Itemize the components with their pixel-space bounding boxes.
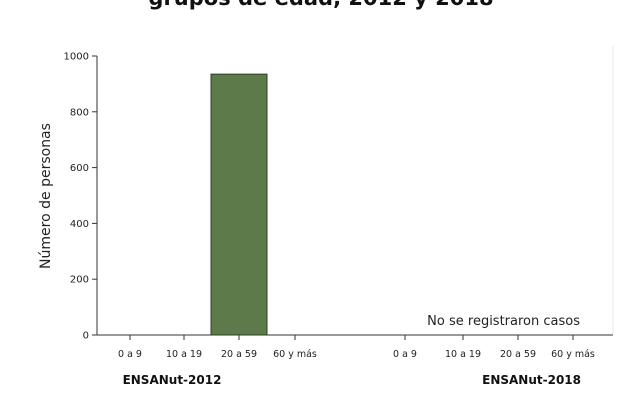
x-category-label: 20 a 59: [500, 349, 536, 360]
chart-title: grupos de edad, 2012 y 2018: [148, 0, 493, 10]
x-category-label: 10 a 19: [445, 349, 481, 360]
y-tick-label: 200: [70, 275, 89, 286]
bar: [210, 73, 268, 336]
x-category-label: 20 a 59: [221, 349, 257, 360]
y-tick-label: 1000: [64, 52, 89, 63]
group-label: ENSANut-2012: [123, 373, 222, 387]
x-category-label: 60 y más: [551, 349, 595, 360]
x-category-label: 60 y más: [273, 349, 317, 360]
no-cases-annotation: No se registraron casos: [427, 314, 580, 329]
group-label: ENSANut-2018: [482, 373, 581, 387]
x-category-label: 0 a 9: [118, 349, 142, 360]
y-tick-label: 800: [70, 107, 89, 118]
y-tick-label: 0: [83, 331, 89, 342]
x-category-label: 10 a 19: [166, 349, 202, 360]
x-category-label: 0 a 9: [393, 349, 417, 360]
y-tick-label: 600: [70, 163, 89, 174]
y-axis-title: Número de personas: [38, 123, 54, 269]
y-tick-label: 400: [70, 219, 89, 230]
